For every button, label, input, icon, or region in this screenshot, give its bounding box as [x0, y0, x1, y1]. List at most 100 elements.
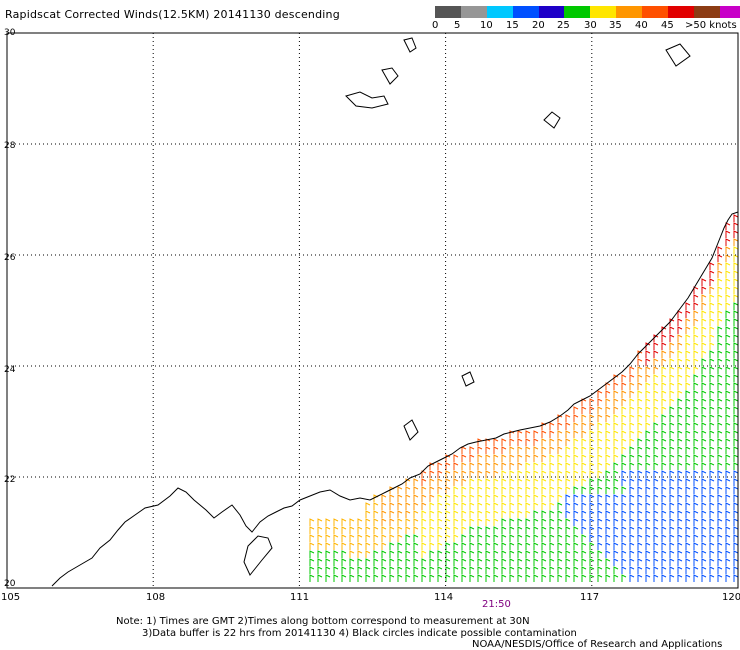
wind-barb	[565, 566, 571, 574]
scale-swatch-1	[460, 6, 487, 18]
wind-barb	[437, 534, 443, 542]
wind-barb	[725, 406, 731, 414]
wind-barb	[677, 366, 683, 374]
island-4	[543, 111, 561, 129]
wind-barb	[389, 510, 395, 518]
wind-barb	[421, 558, 427, 566]
wind-barb	[653, 526, 659, 534]
wind-barb	[573, 446, 579, 454]
wind-barb	[429, 478, 435, 486]
wind-barb	[589, 406, 595, 414]
wind-barb	[725, 486, 731, 494]
wind-barb	[453, 510, 459, 518]
wind-barb	[389, 542, 395, 550]
wind-barb	[413, 566, 419, 574]
wind-barb	[725, 238, 731, 246]
wind-barb	[341, 566, 347, 574]
wind-barb	[693, 462, 699, 470]
wind-barb	[445, 494, 451, 502]
wind-barb	[581, 422, 587, 430]
wind-barb	[541, 534, 547, 542]
wind-barb	[613, 470, 619, 478]
wind-barb	[637, 574, 643, 582]
wind-barb	[525, 430, 531, 438]
wind-barb	[709, 438, 715, 446]
wind-barb	[725, 534, 731, 542]
wind-barb	[709, 462, 715, 470]
wind-barb	[429, 550, 435, 558]
wind-barb	[637, 422, 643, 430]
wind-barb	[645, 478, 651, 486]
wind-barb	[589, 574, 595, 582]
wind-barb	[653, 574, 659, 582]
wind-barb	[733, 494, 739, 502]
wind-barb	[533, 502, 539, 510]
wind-barb	[709, 406, 715, 414]
wind-barb	[669, 326, 675, 334]
wind-barb	[405, 502, 411, 510]
wind-barb	[725, 222, 731, 230]
wind-barb	[597, 486, 603, 494]
wind-barb	[669, 566, 675, 574]
wind-barb	[549, 478, 555, 486]
wind-barb	[517, 454, 523, 462]
wind-barb	[693, 558, 699, 566]
wind-barb	[709, 478, 715, 486]
wind-barb	[509, 494, 515, 502]
wind-barb	[629, 478, 635, 486]
wind-barb	[693, 470, 699, 478]
wind-barb	[645, 574, 651, 582]
wind-barb	[469, 558, 475, 566]
wind-barb	[685, 510, 691, 518]
wind-barb	[693, 358, 699, 366]
wind-barb	[493, 558, 499, 566]
wind-barb	[669, 478, 675, 486]
wind-barb	[453, 542, 459, 550]
wind-barb	[365, 566, 371, 574]
wind-barb	[725, 270, 731, 278]
wind-barb	[701, 310, 707, 318]
wind-barb	[445, 518, 451, 526]
wind-barb	[477, 510, 483, 518]
wind-barb	[325, 534, 331, 542]
wind-barb	[693, 286, 699, 294]
wind-barb	[717, 302, 723, 310]
wind-barb	[557, 550, 563, 558]
wind-barb	[349, 526, 355, 534]
wind-barb	[605, 454, 611, 462]
wind-barb	[597, 470, 603, 478]
wind-barb	[573, 542, 579, 550]
wind-barb	[725, 254, 731, 262]
wind-barb	[621, 486, 627, 494]
wind-barb	[565, 526, 571, 534]
wind-barb	[485, 566, 491, 574]
wind-barb	[693, 550, 699, 558]
wind-barb	[501, 566, 507, 574]
wind-barb	[309, 518, 315, 526]
wind-barb	[645, 454, 651, 462]
wind-barb	[717, 454, 723, 462]
wind-barb	[677, 486, 683, 494]
wind-barb	[605, 542, 611, 550]
wind-barb	[493, 542, 499, 550]
wind-barb	[709, 318, 715, 326]
wind-barb	[693, 526, 699, 534]
wind-barb	[693, 486, 699, 494]
wind-barb	[533, 438, 539, 446]
wind-barb	[693, 422, 699, 430]
wind-barb	[613, 390, 619, 398]
wind-barb	[725, 438, 731, 446]
wind-barb	[733, 294, 739, 302]
wind-barb	[637, 526, 643, 534]
wind-barb	[373, 542, 379, 550]
wind-barb	[613, 518, 619, 526]
wind-barb	[613, 550, 619, 558]
wind-barb	[597, 398, 603, 406]
wind-barbs-layer	[309, 214, 739, 582]
wind-barb	[669, 462, 675, 470]
wind-barb	[573, 438, 579, 446]
pass-time: 21:50	[482, 599, 511, 610]
wind-barb	[461, 454, 467, 462]
